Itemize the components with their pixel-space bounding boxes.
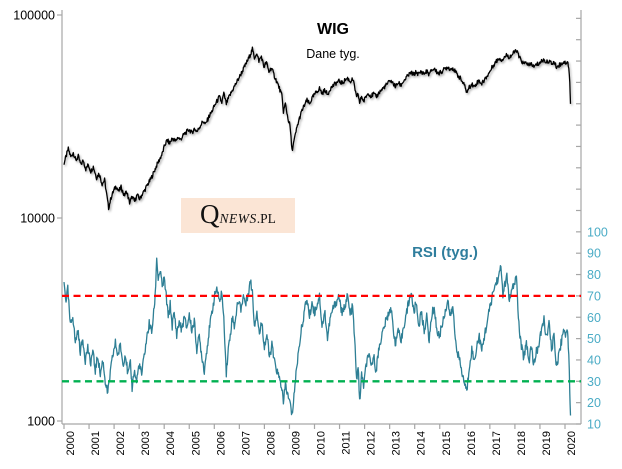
svg-text:2011: 2011 [341,431,353,455]
svg-text:2019: 2019 [541,431,553,455]
left-axis-labels: 100000 10000 1000 [13,9,62,429]
watermark-q: Q [200,199,220,229]
svg-text:70: 70 [587,289,601,303]
rsi-series-label: RSI (tyg.) [412,244,478,261]
svg-text:2017: 2017 [491,431,503,455]
svg-text:2000: 2000 [65,431,77,455]
svg-text:40: 40 [587,353,601,367]
svg-text:20: 20 [587,396,601,410]
svg-text:100: 100 [587,225,608,239]
svg-text:60: 60 [587,311,601,325]
svg-text:2012: 2012 [366,431,378,455]
wig-line [63,46,572,211]
svg-text:10000: 10000 [20,212,55,226]
svg-text:2015: 2015 [441,431,453,455]
svg-text:2002: 2002 [115,431,127,455]
svg-text:2009: 2009 [290,431,302,455]
svg-text:2020: 2020 [566,431,578,455]
qnews-watermark: Q NEWS .PL [181,198,295,233]
svg-text:2004: 2004 [165,431,177,455]
svg-text:30: 30 [587,375,601,389]
svg-text:2016: 2016 [466,431,478,455]
svg-text:2014: 2014 [416,431,428,455]
svg-text:100000: 100000 [13,9,55,23]
svg-text:2008: 2008 [265,431,277,455]
chart-subtitle: Dane tyg. [306,47,360,61]
svg-text:1000: 1000 [27,415,55,429]
svg-text:90: 90 [587,247,601,261]
svg-text:2013: 2013 [391,431,403,455]
svg-text:2006: 2006 [215,431,227,455]
watermark-suffix: .PL [256,211,276,226]
svg-text:2010: 2010 [316,431,328,455]
svg-text:10: 10 [587,418,601,432]
watermark-news: NEWS [219,211,257,226]
svg-text:2001: 2001 [90,431,102,455]
chart-title: WIG [317,21,349,38]
right-axis-labels: 100 90 80 70 60 50 40 30 20 10 [576,17,608,432]
svg-text:50: 50 [587,332,601,346]
axes [61,10,582,425]
svg-text:2005: 2005 [190,431,202,455]
svg-text:2018: 2018 [516,431,528,455]
rsi-line [63,257,572,416]
svg-text:2007: 2007 [240,431,252,455]
svg-text:2003: 2003 [140,431,152,455]
x-axis-labels: 2000 2001 2002 2003 2004 2005 2006 2007 2008 2009… [63,424,578,455]
svg-text:80: 80 [587,268,601,282]
